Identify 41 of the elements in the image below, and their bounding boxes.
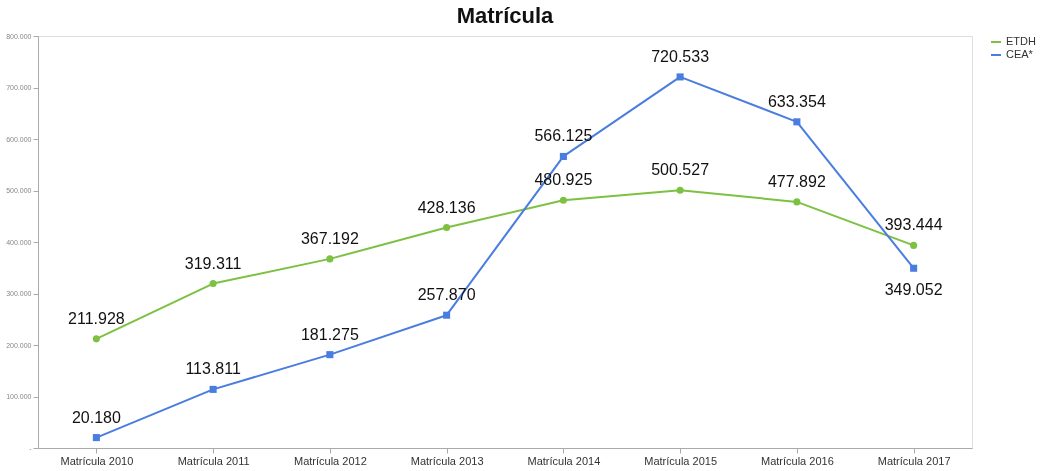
legend-label: ETDH xyxy=(1006,35,1036,47)
point xyxy=(443,223,451,232)
data-label: 633.354 xyxy=(767,92,826,110)
point xyxy=(92,335,100,343)
data-label: 211.928 xyxy=(68,309,125,327)
point xyxy=(676,186,684,194)
x-tick-label: Matrícula 2017 xyxy=(877,454,951,467)
data-label: 367.192 xyxy=(300,229,359,247)
legend-label: CEA* xyxy=(1006,48,1034,60)
point xyxy=(326,351,334,359)
data-label: 500.527 xyxy=(651,161,710,179)
x-tick-label: Matrícula 2011 xyxy=(177,454,250,467)
x-tick-label: Matrícula 2013 xyxy=(410,454,484,467)
point xyxy=(92,434,100,442)
x-tick-label: Matrícula 2010 xyxy=(60,454,134,467)
x-tick-label: Matrícula 2015 xyxy=(644,454,718,467)
x-tick-label: Matrícula 2012 xyxy=(293,454,367,467)
point xyxy=(793,118,801,126)
point xyxy=(443,311,451,319)
data-label: 477.892 xyxy=(767,172,826,190)
point xyxy=(559,196,567,204)
data-label: 566.125 xyxy=(534,127,593,145)
data-label: 181.275 xyxy=(300,325,359,343)
x-tick-label: Matrícula 2016 xyxy=(760,454,834,467)
data-label: 428.136 xyxy=(417,198,476,216)
data-label: 20.180 xyxy=(71,408,121,426)
point xyxy=(910,264,918,272)
data-label: 349.052 xyxy=(884,281,943,299)
data-label: 720.533 xyxy=(651,47,710,65)
data-label: 393.444 xyxy=(884,216,943,234)
point xyxy=(793,198,801,206)
point xyxy=(676,73,684,81)
data-label: 319.311 xyxy=(184,254,242,272)
point xyxy=(910,241,918,249)
point xyxy=(209,280,217,288)
data-label: 113.811 xyxy=(185,360,241,378)
point xyxy=(326,255,334,263)
point xyxy=(559,152,567,160)
point xyxy=(209,385,217,393)
x-tick-label: Matrícula 2014 xyxy=(527,454,601,467)
chart-title: Matrícula xyxy=(456,3,555,28)
